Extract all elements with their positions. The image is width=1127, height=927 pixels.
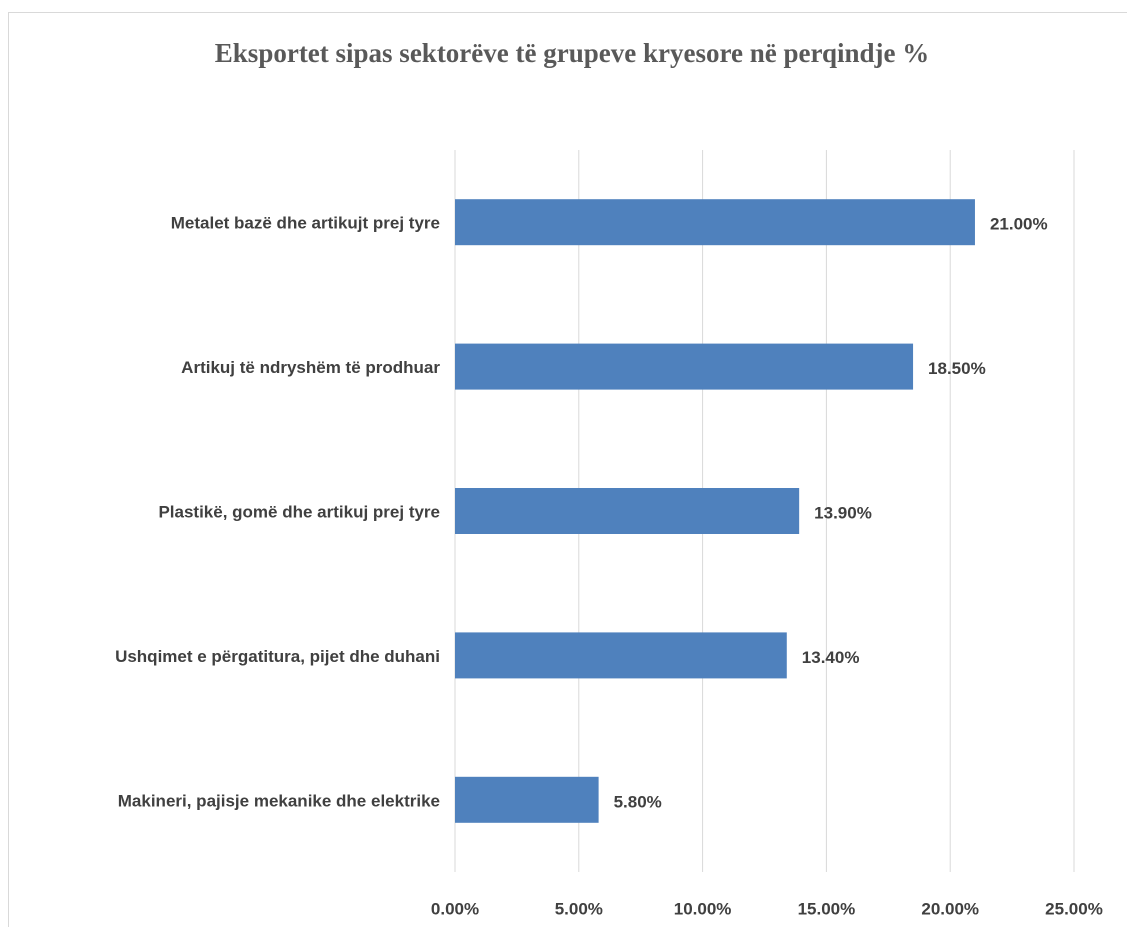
- value-label: 18.50%: [928, 359, 986, 378]
- x-tick-label: 15.00%: [798, 899, 856, 918]
- bar: [455, 632, 787, 679]
- y-tick-label: Makineri, pajisje mekanike dhe elektrike: [118, 791, 440, 810]
- value-label: 13.40%: [802, 648, 860, 667]
- value-label: 13.90%: [814, 503, 872, 522]
- chart-border: [8, 12, 1127, 927]
- x-tick-label: 0.00%: [431, 899, 479, 918]
- x-tick-label: 25.00%: [1045, 899, 1103, 918]
- chart-title: Eksportet sipas sektorëve të grupeve kry…: [215, 38, 929, 68]
- bar: [455, 776, 599, 823]
- value-label: 5.80%: [614, 792, 662, 811]
- value-label: 21.00%: [990, 215, 1048, 234]
- x-tick-label: 20.00%: [921, 899, 979, 918]
- bar: [455, 199, 975, 246]
- bar: [455, 488, 800, 534]
- y-tick-label: Artikuj të ndryshëm të prodhuar: [181, 358, 440, 377]
- x-tick-label: 10.00%: [674, 899, 732, 918]
- y-tick-label: Metalet bazë dhe artikujt prej tyre: [171, 214, 440, 233]
- y-tick-label: Ushqimet e përgatitura, pijet dhe duhani: [115, 647, 440, 666]
- bar: [455, 343, 914, 390]
- y-tick-label: Plastikë, gomë dhe artikuj prej tyre: [158, 502, 440, 521]
- x-tick-label: 5.00%: [555, 899, 603, 918]
